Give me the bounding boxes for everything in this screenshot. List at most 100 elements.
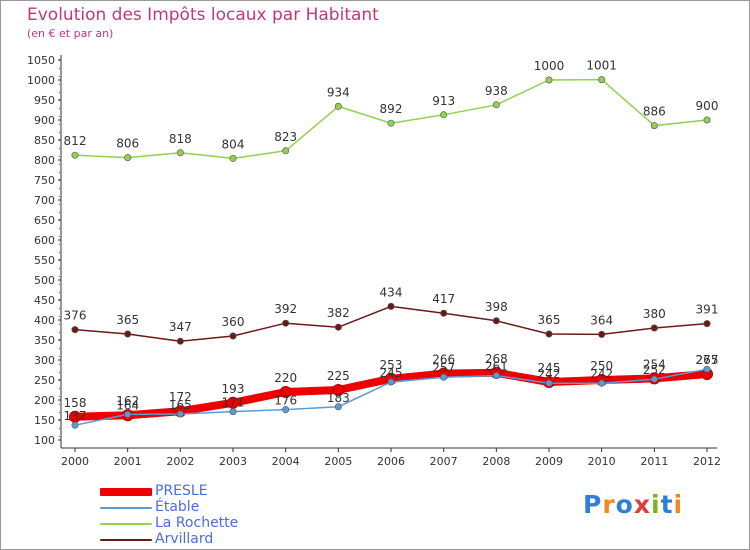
y-axis-minor-mark (59, 236, 60, 237)
y-axis-minor-mark (59, 244, 60, 245)
y-axis-minor-mark (59, 124, 60, 125)
data-label: 886 (643, 105, 666, 119)
data-label: 804 (222, 137, 245, 151)
y-axis-minor-mark (59, 276, 60, 277)
y-axis-minor-mark (59, 412, 60, 413)
y-axis-minor-mark (59, 316, 60, 317)
data-point (176, 149, 184, 157)
y-axis-minor-mark (59, 292, 60, 293)
data-label: 360 (222, 315, 245, 329)
data-label: 417 (432, 292, 455, 306)
y-tick-label: 950 (34, 94, 55, 107)
data-label: 812 (64, 134, 87, 148)
data-label: 265 (696, 353, 719, 367)
legend-label: La Rochette (155, 515, 239, 531)
data-point (650, 375, 658, 383)
logo-letter: P (583, 490, 603, 519)
y-tick-label: 250 (34, 374, 55, 387)
x-tick-label: 2000 (61, 455, 89, 468)
data-label: 253 (380, 358, 403, 372)
y-axis-minor-mark (59, 172, 60, 173)
chart-legend: PRESLE Étable La Rochette Arvillard (100, 483, 300, 548)
logo-letter: t (660, 490, 674, 519)
data-point (387, 378, 395, 386)
legend-item: PRESLE (100, 483, 300, 500)
data-point (650, 122, 658, 130)
y-axis-minor-mark (59, 388, 60, 389)
y-tick-label: 650 (34, 214, 55, 227)
y-axis-minor-mark (59, 132, 60, 133)
data-point (124, 154, 132, 162)
chart-title: Evolution des Impôts locaux par Habitant (27, 5, 379, 25)
y-axis-minor-mark (59, 372, 60, 373)
legend-swatch (100, 523, 152, 525)
data-point (124, 330, 132, 338)
data-point (387, 302, 395, 310)
data-point (703, 116, 711, 124)
data-point (124, 410, 132, 418)
y-axis-minor-mark (59, 204, 60, 205)
series-line-la-rochette (74, 78, 708, 160)
data-label: 823 (274, 130, 297, 144)
y-axis-minor-mark (59, 348, 60, 349)
x-tick-label: 2009 (535, 455, 563, 468)
logo-letter: i (673, 490, 684, 519)
data-label: 164 (116, 398, 139, 412)
data-label: 183 (327, 391, 350, 405)
data-label: 364 (590, 313, 613, 327)
data-point (282, 147, 290, 155)
y-axis-minor-mark (59, 84, 60, 85)
data-point (492, 372, 500, 380)
data-label: 254 (643, 357, 666, 371)
data-label: 347 (169, 320, 192, 334)
y-tick-label: 100 (34, 434, 55, 447)
x-tick-label: 2011 (640, 455, 668, 468)
data-label: 818 (169, 132, 192, 146)
data-point (229, 154, 237, 162)
data-label: 892 (380, 102, 403, 116)
data-label: 162 (116, 394, 139, 408)
data-point (545, 76, 553, 84)
data-label: 268 (485, 352, 508, 366)
x-tick-label: 2002 (166, 455, 194, 468)
y-axis-minor-mark (59, 308, 60, 309)
data-label: 176 (274, 394, 297, 408)
proxiti-logo: Proxiti (583, 490, 683, 519)
data-point (334, 323, 342, 331)
data-label: 257 (432, 361, 455, 375)
y-tick-label: 350 (34, 334, 55, 347)
data-point (650, 324, 658, 332)
data-label: 137 (64, 409, 87, 423)
data-label: 242 (590, 367, 613, 381)
data-label: 365 (538, 313, 561, 327)
data-point (598, 330, 606, 338)
data-point (71, 421, 79, 429)
y-axis-minor-mark (59, 332, 60, 333)
legend-item: La Rochette (100, 515, 300, 532)
y-axis-minor-mark (59, 404, 60, 405)
x-tick-label: 2001 (114, 455, 142, 468)
x-tick-label: 2008 (482, 455, 510, 468)
data-point (545, 330, 553, 338)
data-label: 938 (485, 84, 508, 98)
legend-swatch (100, 507, 152, 509)
data-label: 382 (327, 306, 350, 320)
y-axis-minor-mark (59, 356, 60, 357)
data-point (440, 111, 448, 119)
data-label: 172 (169, 390, 192, 404)
y-tick-label: 550 (34, 254, 55, 267)
x-tick-label: 2005 (324, 455, 352, 468)
legend-label: PRESLE (155, 483, 208, 499)
x-tick-label: 2012 (693, 455, 721, 468)
y-axis-minor-mark (59, 76, 60, 77)
data-label: 392 (274, 302, 297, 316)
y-axis-minor-mark (59, 188, 60, 189)
y-tick-label: 600 (34, 234, 55, 247)
y-tick-label: 1000 (27, 74, 55, 87)
data-label: 1000 (534, 59, 565, 73)
x-tick-label: 2004 (272, 455, 300, 468)
data-point (279, 386, 292, 398)
data-point (71, 151, 79, 159)
data-label: 250 (590, 359, 613, 373)
